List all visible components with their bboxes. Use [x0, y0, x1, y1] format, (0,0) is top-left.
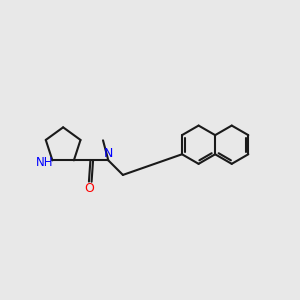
Text: O: O: [84, 182, 94, 194]
Text: N: N: [103, 147, 113, 160]
Text: NH: NH: [35, 156, 53, 169]
